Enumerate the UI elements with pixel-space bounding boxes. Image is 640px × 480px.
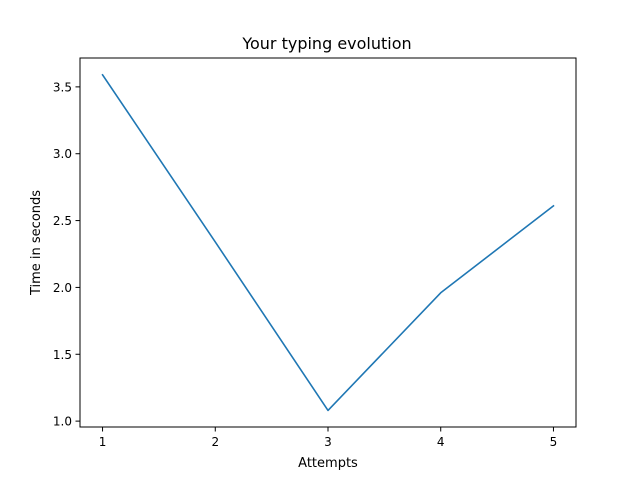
- y-tick-label: 1.0: [53, 415, 72, 429]
- x-tick-label: 1: [99, 435, 107, 449]
- y-tick-label: 2.5: [53, 214, 72, 228]
- series-layer: [101, 73, 555, 412]
- x-tick-label: 2: [211, 435, 219, 449]
- y-tick-label: 1.5: [53, 348, 72, 362]
- x-tick-label: 4: [437, 435, 445, 449]
- chart-title: Your typing evolution: [241, 34, 411, 53]
- x-tick-label: 5: [550, 435, 558, 449]
- x-axis: 1 2 3 4 5: [99, 427, 558, 449]
- y-tick-label: 3.0: [53, 147, 72, 161]
- x-tick-label: 3: [324, 435, 332, 449]
- y-axis: 1.0 1.5 2.0 2.5 3.0 3.5: [53, 80, 80, 429]
- x-axis-label: Attempts: [298, 456, 358, 471]
- series-line: [101, 73, 555, 412]
- y-axis-label: Time in seconds: [29, 190, 44, 296]
- y-tick-label: 2.0: [53, 281, 72, 295]
- y-tick-label: 3.5: [53, 80, 72, 94]
